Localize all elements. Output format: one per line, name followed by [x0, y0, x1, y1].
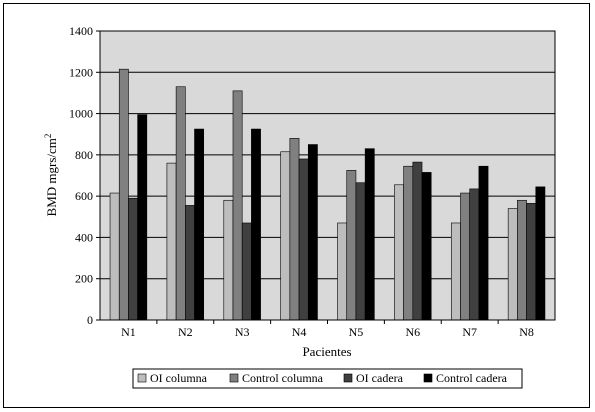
x-tick-labels: N1 N2 N3 N4 N5 N6 N7 N8	[121, 320, 534, 339]
bar-n1-oi-columna	[109, 192, 120, 321]
y-tick-label: 1200	[69, 65, 93, 79]
x-tick-label: N2	[178, 325, 193, 339]
bar-n7-control-columna	[460, 192, 470, 321]
x-axis-title: Pacientes	[302, 344, 351, 359]
x-tick-label: N5	[349, 325, 364, 339]
bar-n3-control-cadera	[251, 128, 261, 321]
bar-n5-control-columna	[346, 170, 357, 321]
bar-n1-control-cadera	[137, 114, 148, 321]
legend-swatch	[137, 373, 147, 383]
x-tick-label: N1	[121, 325, 136, 339]
legend-label: Control cadera	[436, 371, 508, 385]
bar-n5-oi-cadera	[355, 182, 366, 321]
x-tick-label: N8	[519, 325, 534, 339]
legend-swatch	[423, 373, 433, 383]
bar-n8-control-cadera	[535, 186, 546, 321]
bar-n5-oi-columna	[337, 222, 348, 321]
bar-n5-control-cadera	[364, 148, 375, 321]
y-tick-label: 400	[75, 230, 93, 244]
bar-n7-oi-cadera	[469, 188, 480, 321]
bar-n6-control-columna	[403, 165, 414, 321]
y-tick-label: 1400	[69, 24, 93, 38]
bar-n4-oi-cadera	[298, 158, 309, 321]
bar-n8-oi-cadera	[526, 203, 537, 321]
bar-n2-control-cadera	[194, 128, 205, 321]
y-tick-label: 800	[75, 148, 93, 162]
x-tick-label: N3	[235, 325, 250, 339]
legend-swatch	[343, 373, 353, 383]
y-tick-label: 1000	[69, 107, 93, 121]
legend: OI columna Control columna OI cadera Contro…	[137, 371, 508, 385]
x-tick-label: N4	[292, 325, 307, 339]
bar-n1-oi-cadera	[128, 197, 138, 321]
legend-label: OI columna	[150, 371, 208, 385]
y-tick-label: 200	[75, 272, 93, 286]
bar-n6-oi-columna	[394, 184, 404, 321]
bar-n2-control-columna	[175, 86, 186, 321]
legend-label: OI cadera	[356, 371, 404, 385]
bar-n3-oi-cadera	[241, 222, 252, 321]
bar-n4-control-columna	[289, 138, 300, 321]
y-axis-title: BMD mgrs/cm2	[43, 134, 59, 217]
y-tick-labels: 0 200 400 600 800 1000 1200 1400	[69, 24, 100, 327]
bar-n6-oi-cadera	[412, 161, 423, 321]
legend-label: Control columna	[242, 371, 324, 385]
bar-n7-control-cadera	[478, 165, 489, 321]
bar-n4-oi-columna	[280, 151, 291, 321]
legend-swatch	[229, 373, 239, 383]
bar-n2-oi-cadera	[185, 205, 195, 321]
bar-n4-control-cadera	[307, 144, 318, 321]
bar-n2-oi-columna	[166, 162, 177, 321]
bar-n3-oi-columna	[223, 199, 234, 321]
bar-n3-control-columna	[232, 90, 243, 321]
bar-n6-control-cadera	[421, 172, 432, 321]
x-tick-label: N7	[462, 325, 477, 339]
bar-n8-control-columna	[517, 199, 527, 321]
y-axis-title-main: BMD mgrs/cm	[44, 138, 59, 216]
bar-n7-oi-columna	[450, 222, 461, 321]
y-axis-title-superscript: 2	[43, 134, 53, 139]
bar-n8-oi-columna	[507, 208, 518, 321]
bar-n1-control-columna	[118, 68, 129, 321]
y-tick-label: 600	[75, 189, 93, 203]
x-tick-label: N6	[405, 325, 420, 339]
y-tick-label: 0	[87, 313, 93, 327]
